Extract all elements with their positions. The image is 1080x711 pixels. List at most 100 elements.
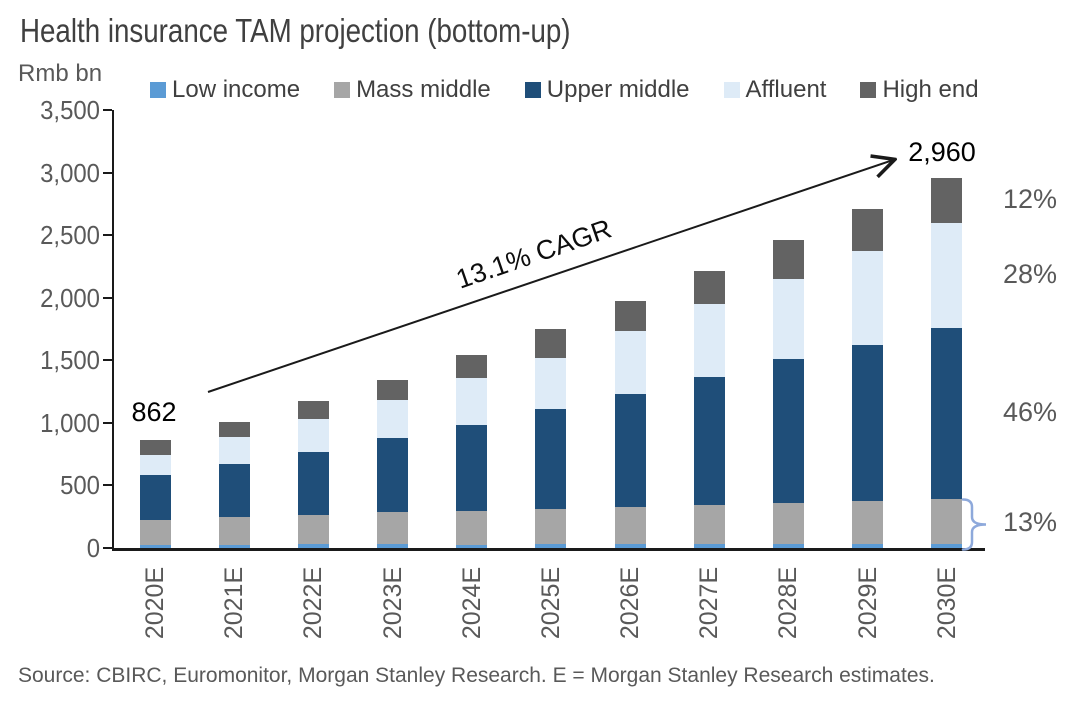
bar-segment-mass-middle-2028e xyxy=(772,503,804,545)
x-axis-label-2021e: 2021E xyxy=(220,566,249,640)
legend-item-mass-middle: Mass middle xyxy=(334,76,491,104)
x-axis-label-2025e: 2025E xyxy=(536,566,565,640)
y-tick-mark xyxy=(103,484,112,487)
legend-label: Low income xyxy=(172,76,301,103)
bottom-segments-brace xyxy=(961,498,987,551)
bar-segment-affluent-2020e xyxy=(139,454,171,476)
bar-segment-upper-middle-2025e xyxy=(535,408,567,510)
bar-segment-affluent-2023e xyxy=(377,399,409,438)
y-tick-label: 1,000 xyxy=(40,407,100,438)
legend-label: Mass middle xyxy=(356,76,491,103)
legend-label: Upper middle xyxy=(546,76,690,103)
legend: Low income Mass middle Upper middle Affluen… xyxy=(150,76,979,104)
bar-segment-upper-middle-2028e xyxy=(772,359,804,504)
y-tick-label: 2,500 xyxy=(40,220,100,251)
legend-swatch-low-income xyxy=(150,82,166,98)
bar-segment-low-income-2030e xyxy=(931,543,963,548)
bar-segment-mass-middle-2027e xyxy=(693,505,725,545)
bar-segment-high-end-2020e xyxy=(139,440,171,455)
bar-segment-high-end-2021e xyxy=(218,421,250,437)
bar-segment-high-end-2026e xyxy=(614,300,646,331)
bar-segment-mass-middle-2030e xyxy=(931,498,963,544)
percent-label-13: 13% xyxy=(1002,507,1058,538)
x-axis-label-2024e: 2024E xyxy=(457,566,486,640)
bar-segment-high-end-2024e xyxy=(456,354,488,378)
cagr-label: 13.1% CAGR xyxy=(452,213,616,295)
bar-segment-upper-middle-2020e xyxy=(139,475,171,520)
bar-segment-affluent-2028e xyxy=(772,278,804,360)
bar-segment-high-end-2029e xyxy=(852,208,884,251)
x-axis-label-2022e: 2022E xyxy=(299,566,328,640)
bar-segment-low-income-2020e xyxy=(139,544,171,548)
y-tick-label: 3,000 xyxy=(40,157,100,188)
bar-segment-affluent-2024e xyxy=(456,377,488,425)
percent-label-28: 28% xyxy=(1002,259,1058,290)
bar-segment-mass-middle-2025e xyxy=(535,509,567,545)
y-axis-unit-label: Rmb bn xyxy=(18,60,103,87)
bar-segment-upper-middle-2023e xyxy=(377,437,409,512)
bar-segment-mass-middle-2026e xyxy=(614,506,646,545)
bar-segment-upper-middle-2029e xyxy=(852,344,884,501)
y-tick-mark xyxy=(103,171,112,174)
chart-title: Health insurance TAM projection (bottom-… xyxy=(20,12,571,49)
bar-segment-low-income-2027e xyxy=(693,544,725,548)
bar-segment-low-income-2029e xyxy=(852,543,884,548)
legend-label: Affluent xyxy=(745,76,827,103)
x-axis-line xyxy=(114,548,985,551)
bar-segment-low-income-2025e xyxy=(535,544,567,548)
legend-swatch-high-end xyxy=(860,82,877,98)
x-axis-label-2027e: 2027E xyxy=(695,566,724,640)
legend-swatch-mass-middle xyxy=(334,82,351,98)
bar-segment-affluent-2027e xyxy=(693,303,725,378)
last-bar-value-label: 2,960 xyxy=(908,137,976,167)
bar-segment-upper-middle-2027e xyxy=(693,377,725,506)
y-axis-line xyxy=(112,110,114,551)
y-tick-mark xyxy=(103,547,112,549)
bar-segment-low-income-2023e xyxy=(377,544,409,548)
percent-label-46: 46% xyxy=(1002,397,1058,428)
bar-segment-mass-middle-2029e xyxy=(852,500,884,544)
bar-segment-low-income-2022e xyxy=(297,544,329,548)
bar-segment-affluent-2029e xyxy=(852,250,884,345)
bar-segment-low-income-2028e xyxy=(772,544,804,548)
bar-segment-upper-middle-2022e xyxy=(297,451,329,515)
percent-label-12: 12% xyxy=(1002,184,1058,215)
bar-segment-upper-middle-2024e xyxy=(456,424,488,512)
x-axis-label-2026e: 2026E xyxy=(616,566,645,640)
bar-segment-high-end-2025e xyxy=(535,328,567,358)
legend-item-high-end: High end xyxy=(860,76,979,104)
bar-segment-low-income-2024e xyxy=(456,544,488,548)
legend-swatch-upper-middle xyxy=(524,82,541,98)
legend-item-low-income: Low income xyxy=(150,76,300,104)
first-bar-value-label: 862 xyxy=(131,397,177,427)
legend-item-affluent: Affluent xyxy=(723,76,827,104)
y-tick-label: 0 xyxy=(86,533,100,563)
x-axis-label-2020e: 2020E xyxy=(141,566,169,640)
x-axis-label-2023e: 2023E xyxy=(378,566,407,640)
source-note: Source: CBIRC, Euromonitor, Morgan Stanl… xyxy=(18,664,935,687)
bar-segment-low-income-2026e xyxy=(614,544,646,548)
bar-segment-affluent-2030e xyxy=(931,222,963,328)
bar-segment-high-end-2022e xyxy=(297,400,329,419)
y-tick-label: 2,000 xyxy=(40,282,100,313)
legend-item-upper-middle: Upper middle xyxy=(524,76,690,104)
y-tick-mark xyxy=(103,109,112,111)
bar-segment-mass-middle-2024e xyxy=(456,511,488,545)
y-tick-label: 1,500 xyxy=(40,345,100,376)
bar-segment-affluent-2025e xyxy=(535,357,567,409)
legend-swatch-affluent xyxy=(723,82,740,98)
y-tick-label: 3,500 xyxy=(40,95,100,125)
bar-segment-upper-middle-2026e xyxy=(614,393,646,507)
bar-segment-affluent-2026e xyxy=(614,330,646,394)
y-tick-mark xyxy=(103,296,112,299)
bar-segment-high-end-2027e xyxy=(693,271,725,304)
y-tick-mark xyxy=(103,359,112,362)
bar-segment-affluent-2021e xyxy=(218,436,250,465)
y-tick-mark xyxy=(103,234,112,237)
bar-segment-mass-middle-2022e xyxy=(297,514,329,545)
bar-segment-mass-middle-2023e xyxy=(377,511,409,545)
x-axis-label-2028e: 2028E xyxy=(774,566,803,640)
bar-segment-low-income-2021e xyxy=(218,544,250,548)
x-axis-label-2029e: 2029E xyxy=(853,566,882,640)
